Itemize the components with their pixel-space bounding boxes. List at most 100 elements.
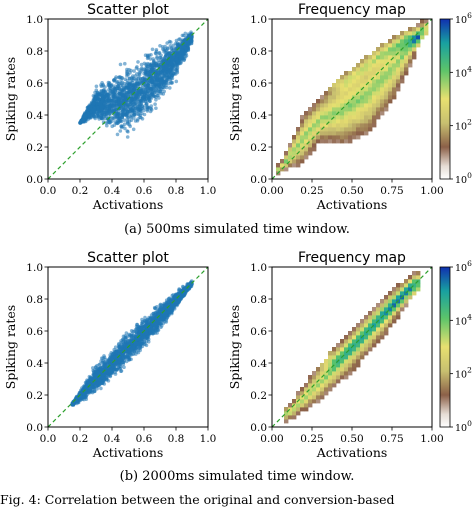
heatmap-cell [336,87,341,92]
heatmap-cell [316,127,321,132]
heatmap-cell [360,63,365,68]
heatmap-cell [404,71,409,76]
heatmap-cell [360,123,365,128]
heatmap-cell [404,63,409,68]
heatmap-cell [292,147,297,152]
heatmap-cell [364,127,369,132]
heatmap-cell [288,155,293,160]
scatter-point [153,75,157,79]
heatmap-cell [348,71,353,76]
scatter-point [125,117,130,121]
scatter-point [136,117,140,121]
heatmap-cell [296,135,301,140]
scatter-point [109,102,113,107]
heatmap-cell [400,51,405,56]
heatmap-cell [412,31,417,36]
heatmap-cell [320,119,325,124]
heatmap-cell [396,39,401,44]
scatter-point [155,69,159,74]
heatmap-cell [316,99,321,104]
scatter-point [136,60,140,64]
scatter-point [125,129,129,133]
scatter-point [94,93,98,97]
heatmap-cell [352,135,357,140]
heatmap-cell [392,43,397,48]
heatmap-cell [304,155,309,160]
heatmap-cell [396,55,401,60]
heatmap-cell [328,87,333,92]
scatter-point [134,337,139,342]
heatmap-cell [300,123,305,128]
colorbar-tick-exponent: 2 [467,118,472,127]
heatmap-cell [348,127,353,132]
heatmap-cell [300,139,305,144]
heatmap-cell [344,139,349,144]
scatter-point [148,109,153,114]
heatmap-cell [388,55,393,60]
scatter-point [87,384,91,389]
heatmap-cell [420,23,425,28]
heatmap-cell [332,127,337,132]
scatter-point [170,304,174,308]
scatter-point [93,116,97,121]
scatter-point [135,72,139,76]
scatter-point [110,99,115,103]
scatter-point [169,80,173,84]
heatmap-cell [284,151,289,156]
scatter-point [110,124,114,129]
heatmap-cell [304,139,309,144]
scatter-point [165,50,169,54]
heatmap-cell [392,63,397,68]
plot-marks [276,19,429,176]
heatmap-cell [360,107,365,112]
heatmap-cell [380,99,385,104]
scatter-point [128,92,132,96]
heatmap-cell [312,131,317,136]
heatmap-cell [376,115,381,120]
heatmap-cell [360,83,365,88]
heatmap-cell [396,71,401,76]
heatmap-cell [408,47,413,52]
heatmap-cell [368,115,373,120]
scatter-point [95,382,100,387]
heatmap-cell [308,111,313,116]
scatter-point [97,92,102,97]
heatmap-cell [292,159,297,164]
heatmap-cell [404,51,409,56]
scatter-point [170,311,174,316]
heatmap-cell [308,119,313,124]
heatmap-cell [324,111,329,116]
heatmap-cell [348,131,353,136]
heatmap-cell [340,103,345,108]
heatmap-cell [360,103,365,108]
heatmap-cell [340,91,345,96]
scatter-point [118,129,123,133]
plot-marks [78,30,194,139]
scatter-point [161,85,165,89]
scatter-point [138,345,143,350]
x-tick-label: 0.8 [168,185,185,197]
heatmap-cell [324,107,329,112]
heatmap-cell [356,115,361,120]
scatter-point [153,306,158,311]
colorbar-tick-exponent: 0 [467,171,472,180]
heatmap-cell [388,91,393,96]
heatmap-cell [344,87,349,92]
heatmap-cell [300,119,305,124]
heatmap-cell [364,103,369,108]
heatmap-cell [336,139,341,144]
heatmap-cell [344,71,349,76]
scatter-point [183,31,188,36]
heatmap-cell [408,55,413,60]
y-tick-label: 0.6 [26,78,43,90]
scatter-point [114,111,119,115]
scatter-point [99,107,104,112]
heatmap-cell [348,123,353,128]
scatter-point [114,121,119,125]
heatmap-cell [396,79,401,84]
heatmap-cell [332,103,337,108]
heatmap-cell [388,67,393,72]
scatter-point [99,368,103,373]
scatter-point [122,343,126,348]
scatter-point [146,94,151,98]
